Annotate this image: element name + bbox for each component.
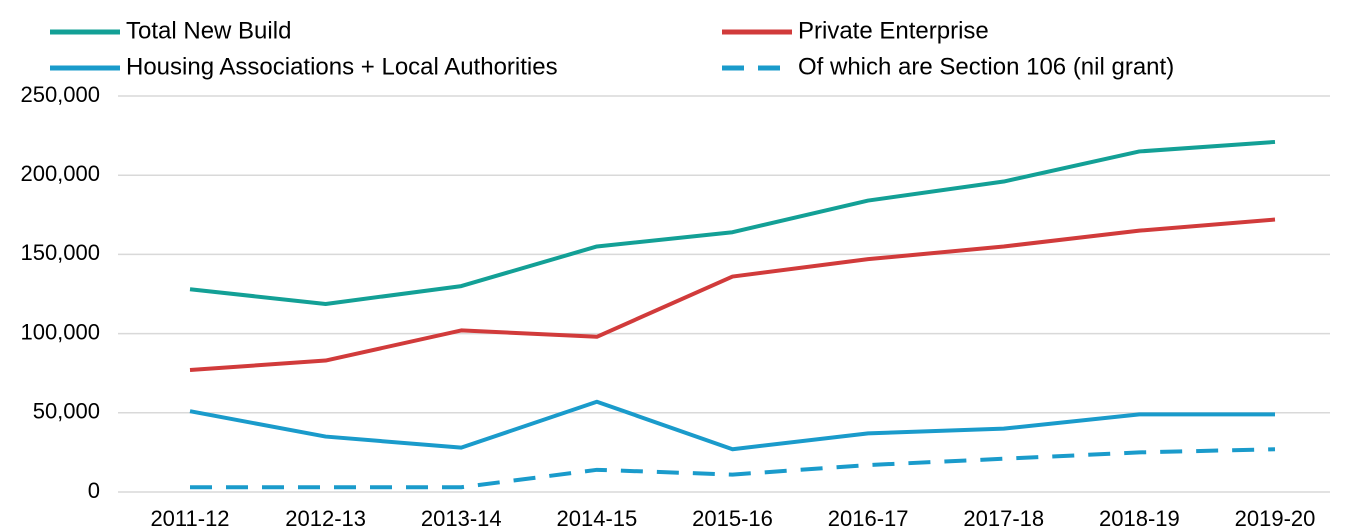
x-tick-label: 2014-15: [557, 506, 638, 531]
series-line: [189, 139, 1276, 306]
y-tick-label: 150,000: [20, 240, 100, 265]
y-tick-label: 100,000: [20, 319, 100, 344]
x-tick-label: 2012-13: [285, 506, 366, 531]
x-tick-label: 2013-14: [421, 506, 502, 531]
y-tick-label: 200,000: [20, 161, 100, 186]
series-line: [190, 447, 1276, 490]
series-line: [189, 217, 1276, 373]
legend-label: Of which are Section 106 (nil grant): [798, 53, 1174, 80]
legend-label: Housing Associations + Local Authorities: [126, 53, 558, 80]
legend-label: Private Enterprise: [798, 17, 989, 44]
x-tick-label: 2018-19: [1099, 506, 1180, 531]
x-tick-label: 2016-17: [828, 506, 909, 531]
x-tick-label: 2011-12: [150, 506, 229, 531]
y-tick-label: 50,000: [33, 399, 100, 424]
y-tick-label: 250,000: [20, 82, 100, 107]
x-tick-label: 2015-16: [692, 506, 773, 531]
series-line: [189, 399, 1275, 452]
legend-label: Total New Build: [126, 17, 291, 44]
x-tick-label: 2019-20: [1235, 506, 1316, 531]
x-tick-label: 2017-18: [963, 506, 1044, 531]
y-tick-label: 0: [88, 478, 100, 503]
